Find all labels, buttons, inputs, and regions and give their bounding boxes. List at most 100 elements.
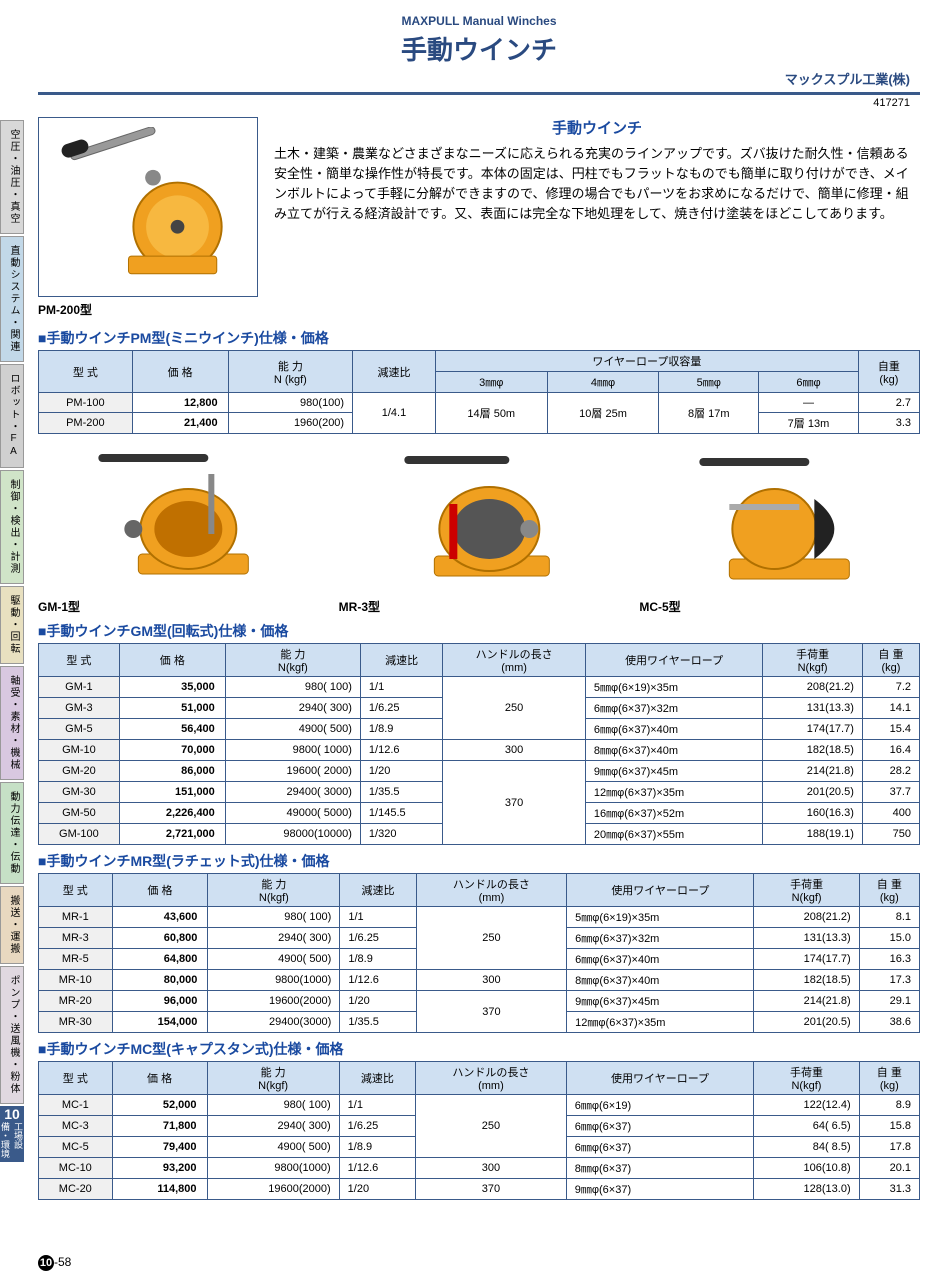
intro-body: 土木・建築・農業などさまざまなニーズに応えられる充実のラインアップです。ズバ抜け…: [274, 144, 920, 225]
product-caption-pm200: PM-200型: [38, 301, 258, 318]
section-title-pm: ■手動ウインチPM型(ミニウインチ)仕様・価格: [38, 328, 920, 348]
th-cap: 能 力 N (kgf): [228, 351, 353, 393]
cell: 131(13.3): [763, 698, 863, 719]
cell: 174(17.7): [754, 949, 859, 970]
side-tab: ポンプ・送風機・粉体: [0, 966, 24, 1104]
cell: 71,800: [112, 1116, 207, 1137]
cell: 20㎜φ(6×37)×55m: [585, 824, 762, 845]
cell: 29400( 3000): [225, 782, 360, 803]
product-image-mc5: [639, 444, 920, 594]
cell: 43,600: [112, 907, 208, 928]
table-pm: 型 式 価 格 能 力 N (kgf) 減速比 ワイヤーロープ収容量 自重 (k…: [38, 350, 920, 434]
th: 減速比: [340, 874, 416, 907]
cell: 96,000: [112, 991, 208, 1012]
th: 手荷重 N(kgf): [754, 874, 859, 907]
cell: 1/20: [340, 991, 416, 1012]
th: 手荷重 N(kgf): [763, 644, 863, 677]
cell: 70,000: [119, 740, 225, 761]
cell: 29.1: [859, 991, 919, 1012]
cell: 38.6: [859, 1012, 919, 1033]
cell: 49000( 5000): [225, 803, 360, 824]
cell: MR-10: [39, 970, 113, 991]
cell: 2940( 300): [225, 698, 360, 719]
cell: 250: [416, 1095, 567, 1158]
cell: 1/20: [339, 1179, 415, 1200]
cell: 1/12.6: [339, 1158, 415, 1179]
cell: 1/35.5: [360, 782, 442, 803]
cell: 15.4: [862, 719, 919, 740]
cell: 131(13.3): [754, 928, 859, 949]
cell: 1/6.25: [340, 928, 416, 949]
cell: 2940( 300): [208, 928, 340, 949]
cell: 19600(2000): [207, 1179, 339, 1200]
cell: 188(19.1): [763, 824, 863, 845]
table-row: GM-135,000980( 100)1/12505㎜φ(6×19)×35m20…: [39, 677, 920, 698]
cell: 6㎜φ(6×19): [566, 1095, 754, 1116]
cell: 9㎜φ(6×37)×45m: [567, 991, 754, 1012]
cell: 86,000: [119, 761, 225, 782]
cell: 2940( 300): [207, 1116, 339, 1137]
th: ハンドルの長さ (mm): [416, 1062, 567, 1095]
cell: 174(17.7): [763, 719, 863, 740]
cell: 114,800: [112, 1179, 207, 1200]
cell: MR-20: [39, 991, 113, 1012]
cell: MC-1: [39, 1095, 113, 1116]
th: 型 式: [39, 874, 113, 907]
table-row: MR-2096,00019600(2000)1/203709㎜φ(6×37)×4…: [39, 991, 920, 1012]
cell: 15.0: [859, 928, 919, 949]
cell: GM-30: [39, 782, 120, 803]
th: 減速比: [360, 644, 442, 677]
cell: 370: [416, 1179, 567, 1200]
cell: 1/1: [339, 1095, 415, 1116]
table-mc: 型 式 価 格 能 力 N(kgf) 減速比 ハンドルの長さ (mm) 使用ワイ…: [38, 1061, 920, 1200]
cell: 6㎜φ(6×37): [566, 1116, 754, 1137]
cell: 31.3: [859, 1179, 919, 1200]
cell: 208(21.2): [763, 677, 863, 698]
cell: 52,000: [112, 1095, 207, 1116]
th: 型 式: [39, 1062, 113, 1095]
cell: 208(21.2): [754, 907, 859, 928]
th: 自 重 (kg): [859, 1062, 919, 1095]
cell: 250: [416, 907, 567, 970]
th: 手荷重 N(kgf): [754, 1062, 859, 1095]
header-subtitle: MAXPULL Manual Winches: [38, 14, 920, 28]
cell: 17.8: [859, 1137, 919, 1158]
product-image-row: GM-1型 MR-3型: [38, 444, 920, 615]
table-gm: 型 式 価 格 能 力 N(kgf) 減速比 ハンドルの長さ (mm) 使用ワイ…: [38, 643, 920, 845]
cell: 250: [443, 677, 586, 740]
side-tab: 空圧・油圧・真空: [0, 120, 24, 234]
cell: 8㎜φ(6×37): [566, 1158, 754, 1179]
cell: 29400(3000): [208, 1012, 340, 1033]
th-ratio: 減速比: [353, 351, 436, 393]
cell: 2,226,400: [119, 803, 225, 824]
cell: 1/12.6: [360, 740, 442, 761]
section-title-gm: ■手動ウインチGM型(回転式)仕様・価格: [38, 621, 920, 641]
section-title-mr: ■手動ウインチMR型(ラチェット式)仕様・価格: [38, 851, 920, 871]
cell: 12㎜φ(6×37)×35m: [585, 782, 762, 803]
cell: 1/1: [340, 907, 416, 928]
cell: 20.1: [859, 1158, 919, 1179]
cell: 6㎜φ(6×37)×32m: [567, 928, 754, 949]
cell: 16.3: [859, 949, 919, 970]
section-badge: 10工場設備・環境: [0, 1106, 24, 1162]
cell: 14.1: [862, 698, 919, 719]
table-row: PM-100 12,800 980(100) 1/4.1 14層 50m 10層…: [39, 393, 920, 413]
cell: 300: [416, 1158, 567, 1179]
cell: MC-3: [39, 1116, 113, 1137]
th: 能 力 N(kgf): [207, 1062, 339, 1095]
th: ハンドルの長さ (mm): [443, 644, 586, 677]
side-nav: 空圧・油圧・真空直動システム・関連ロボット・FA制御・検出・計測駆動・回転軸受・…: [0, 120, 24, 1162]
page-number: 10-58: [38, 1255, 71, 1271]
side-tab: 動力伝達・伝動: [0, 782, 24, 884]
header-company: マックスプル工業(株): [38, 69, 920, 88]
cell: 106(10.8): [754, 1158, 859, 1179]
cell: 7.2: [862, 677, 919, 698]
cell: 9㎜φ(6×37)×45m: [585, 761, 762, 782]
page-suffix: -58: [54, 1255, 71, 1269]
th: 価 格: [119, 644, 225, 677]
side-tab: 駆動・回転: [0, 586, 24, 664]
th: 自 重 (kg): [862, 644, 919, 677]
header-divider: [38, 92, 920, 95]
th: 使用ワイヤーロープ: [585, 644, 762, 677]
cell: 1/8.9: [339, 1137, 415, 1158]
